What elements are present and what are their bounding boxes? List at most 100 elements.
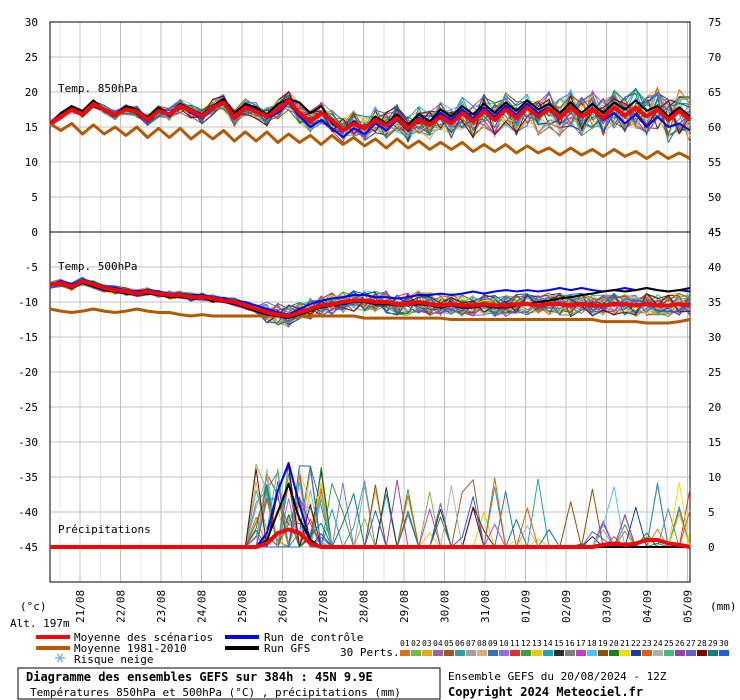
y-tick-500-right: 30 bbox=[708, 331, 721, 344]
pert-legend-swatch bbox=[620, 650, 630, 656]
pert-legend-label: 17 bbox=[576, 639, 586, 648]
y-tick-500: -25 bbox=[18, 401, 38, 414]
pert-legend-label: 01 bbox=[400, 639, 410, 648]
chart-subtitle: Températures 850hPa et 500hPa (°C) , pré… bbox=[30, 686, 401, 699]
y-tick-500-right: 45 bbox=[708, 226, 721, 239]
pert-legend-swatch bbox=[543, 650, 553, 656]
pert-legend-swatch bbox=[510, 650, 520, 656]
pert-legend-swatch bbox=[609, 650, 619, 656]
pert-legend-label: 11 bbox=[510, 639, 520, 648]
pert-legend-label: 12 bbox=[521, 639, 531, 648]
altitude-label: Alt. 197m bbox=[10, 617, 70, 630]
x-tick-label: 28/08 bbox=[358, 590, 371, 623]
pert-legend-label: 22 bbox=[631, 639, 641, 648]
pert-legend-swatch bbox=[521, 650, 531, 656]
main-series-lines bbox=[48, 98, 692, 549]
y-tick-500-right: 35 bbox=[708, 296, 721, 309]
x-tick-label: 26/08 bbox=[277, 590, 290, 623]
pert-legend-label: 08 bbox=[477, 639, 487, 648]
pert-legend-label: 14 bbox=[543, 639, 553, 648]
pert-legend-label: 23 bbox=[642, 639, 652, 648]
pert-legend-swatch bbox=[554, 650, 564, 656]
pert-legend-label: 09 bbox=[488, 639, 498, 648]
pert-legend-swatch bbox=[642, 650, 652, 656]
y-tick-500-right: 15 bbox=[708, 436, 721, 449]
clim-500-line bbox=[49, 307, 691, 325]
y-tick-850: 10 bbox=[25, 156, 38, 169]
y-tick-850-right: 60 bbox=[708, 121, 721, 134]
pert-legend-swatch bbox=[708, 650, 718, 656]
y-tick-500: -45 bbox=[18, 541, 38, 554]
pert-legend-swatch bbox=[411, 650, 421, 656]
x-tick-label: 23/08 bbox=[155, 590, 168, 623]
right-unit-label: (mm) bbox=[710, 600, 737, 613]
copyright: Copyright 2024 Meteociel.fr bbox=[448, 685, 643, 699]
legend-snow-label: Risque neige bbox=[74, 653, 153, 666]
y-tick-850: 30 bbox=[25, 16, 38, 29]
pert-legend-label: 16 bbox=[565, 639, 575, 648]
y-tick-500: -10 bbox=[18, 296, 38, 309]
y-tick-850-right: 75 bbox=[708, 16, 721, 29]
y-tick-850: 5 bbox=[31, 191, 38, 204]
pert-legend-swatch bbox=[400, 650, 410, 656]
y-tick-500-right: 5 bbox=[708, 506, 715, 519]
y-tick-500: -15 bbox=[18, 331, 38, 344]
chart-title: Diagramme des ensembles GEFS sur 384h : … bbox=[26, 670, 373, 684]
pert-legend-swatch bbox=[631, 650, 641, 656]
mean-500-line bbox=[49, 279, 691, 318]
y-tick-850-right: 70 bbox=[708, 51, 721, 64]
pert-precip-line bbox=[50, 473, 690, 548]
pert-legend-label: 28 bbox=[697, 639, 707, 648]
legend-control-label: Run de contrôle bbox=[264, 631, 363, 644]
x-tick-label: 29/08 bbox=[398, 590, 411, 623]
pert-legend-label: 15 bbox=[554, 639, 564, 648]
perturbation-legend: 01 02 03 04 05 06 07 08 09 10 11 12 13 14 15 16 17 18 19 20… bbox=[400, 639, 729, 656]
pert-legend-swatch bbox=[675, 650, 685, 656]
y-tick-500-right: 10 bbox=[708, 471, 721, 484]
y-tick-500-right: 20 bbox=[708, 401, 721, 414]
panel-500-label: Temp. 500hPa bbox=[58, 260, 137, 273]
pert-legend-swatch bbox=[587, 650, 597, 656]
run-info: Ensemble GEFS du 20/08/2024 - 12Z bbox=[448, 670, 667, 683]
pert-legend-label: 26 bbox=[675, 639, 685, 648]
x-tick-label: 05/09 bbox=[682, 590, 695, 623]
y-tick-500: -20 bbox=[18, 366, 38, 379]
pert-legend-label: 07 bbox=[466, 639, 476, 648]
legend-mean-label: Moyenne des scénarios bbox=[74, 631, 213, 644]
pert-legend-swatch bbox=[455, 650, 465, 656]
y-tick-850-right: 65 bbox=[708, 86, 721, 99]
y-tick-850: 15 bbox=[25, 121, 38, 134]
pert-legend-label: 18 bbox=[587, 639, 597, 648]
chart-labels: 21/08 22/08 23/08 24/08 25/08 26/08 27/08 28/08… bbox=[18, 16, 721, 623]
y-tick-850: 0 bbox=[31, 226, 38, 239]
y-tick-850-right: 50 bbox=[708, 191, 721, 204]
y-tick-500: -35 bbox=[18, 471, 38, 484]
y-tick-500-right: 40 bbox=[708, 261, 721, 274]
pert-legend-label: 24 bbox=[653, 639, 663, 648]
legend: Moyenne des scénarios Moyenne 1981-2010 … bbox=[36, 631, 363, 666]
legend-clim-label: Moyenne 1981-2010 bbox=[74, 642, 187, 655]
y-tick-500: -30 bbox=[18, 436, 38, 449]
x-tick-label: 30/08 bbox=[439, 590, 452, 623]
x-tick-label: 02/09 bbox=[560, 590, 573, 623]
x-tick-label: 24/08 bbox=[196, 590, 209, 623]
pert-legend-swatch bbox=[565, 650, 575, 656]
pert-legend-label: 02 bbox=[411, 639, 421, 648]
pert-legend-label: 03 bbox=[422, 639, 432, 648]
pert-legend-swatch bbox=[576, 650, 586, 656]
pert-legend-swatch bbox=[444, 650, 454, 656]
x-tick-label: 22/08 bbox=[115, 590, 128, 623]
x-tick-label: 01/09 bbox=[520, 590, 533, 623]
y-tick-500-right: 0 bbox=[708, 541, 715, 554]
pert-legend-swatch bbox=[532, 650, 542, 656]
y-tick-500: -5 bbox=[25, 261, 38, 274]
pert-legend-label: 25 bbox=[664, 639, 674, 648]
pert-legend-label: 04 bbox=[433, 639, 443, 648]
mean-850-line bbox=[48, 98, 692, 133]
pert-legend-label: 05 bbox=[444, 639, 454, 648]
pert-legend-label: 27 bbox=[686, 639, 696, 648]
pert-legend-label: 06 bbox=[455, 639, 465, 648]
panel-850-label: Temp. 850hPa bbox=[58, 82, 137, 95]
y-tick-500: -40 bbox=[18, 506, 38, 519]
perts-label: 30 Perts. bbox=[340, 646, 400, 659]
